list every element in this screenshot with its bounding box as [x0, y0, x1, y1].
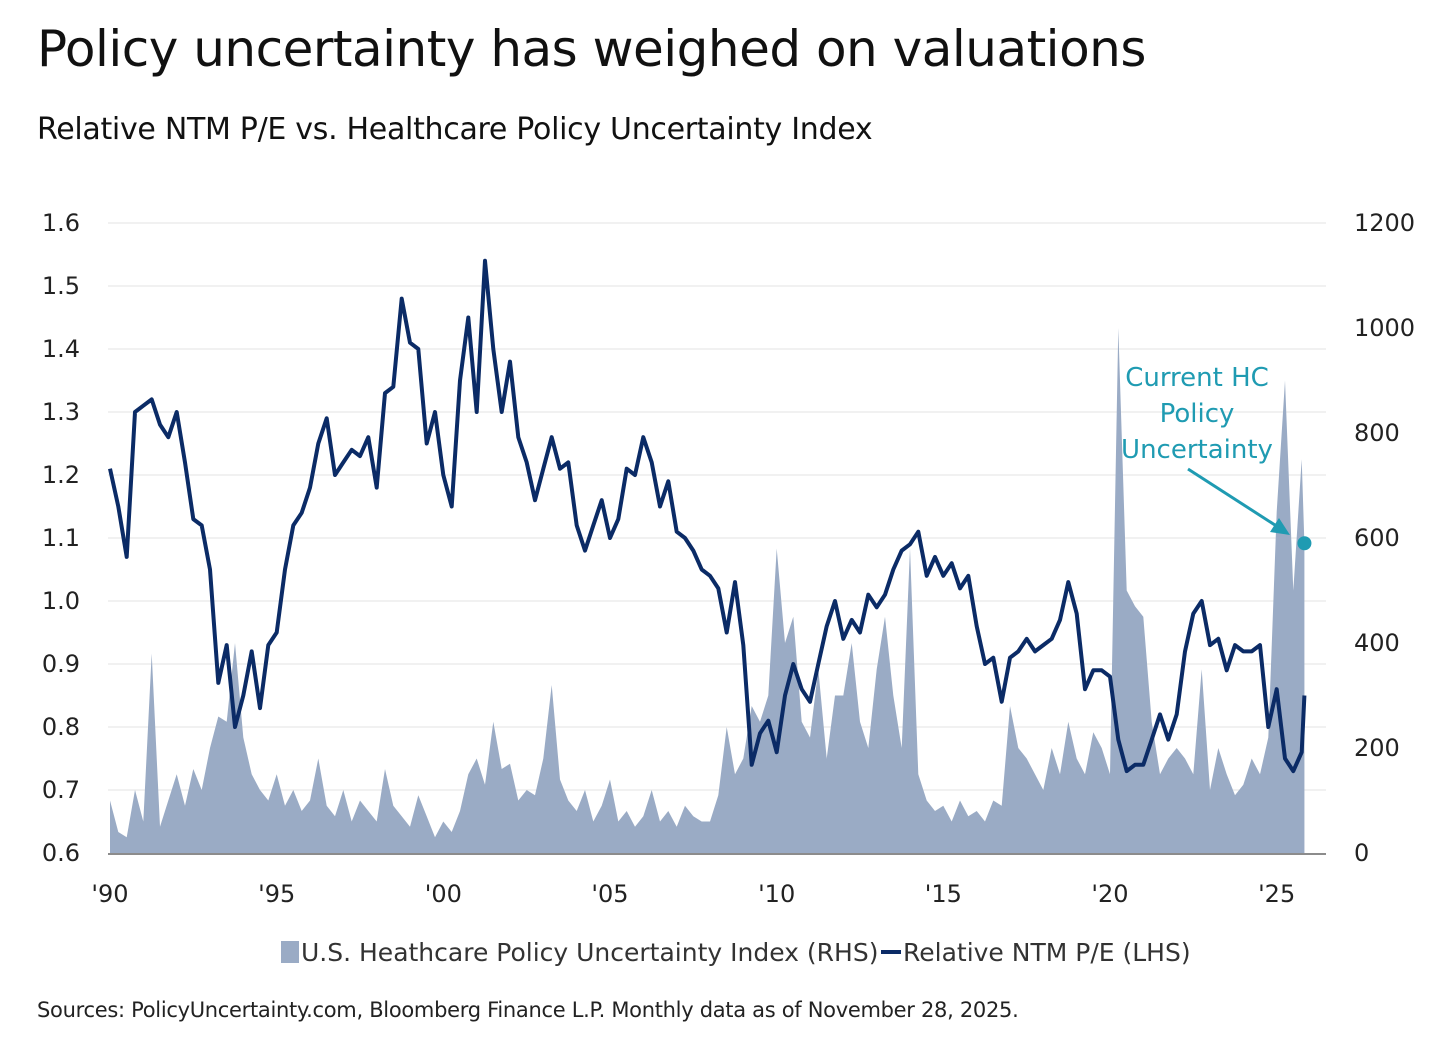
right-tick-label: 400 — [1354, 629, 1400, 657]
x-tick-label: '10 — [758, 880, 795, 908]
annotation-line-1: Current HC — [1125, 363, 1269, 393]
right-tick-label: 1000 — [1354, 314, 1415, 342]
left-axis-ticks: 0.6 0.7 0.8 0.9 1.0 1.1 1.2 1.3 1.4 1.5 1.6 — [42, 209, 80, 867]
x-tick-label: '15 — [925, 880, 962, 908]
legend-label-pe: Relative NTM P/E (LHS) — [903, 938, 1191, 967]
x-tick-label: '20 — [1091, 880, 1128, 908]
legend-swatch-pe — [881, 950, 901, 954]
annotation-arrow — [1187, 467, 1279, 529]
annotation-line-2: Policy — [1160, 399, 1235, 429]
x-tick-label: '25 — [1258, 880, 1295, 908]
x-tick-label: '00 — [425, 880, 462, 908]
legend-swatch-uncertainty — [281, 941, 299, 963]
right-tick-label: 0 — [1354, 839, 1369, 867]
current-value-marker — [1297, 536, 1312, 551]
annotation: Current HC Policy Uncertainty — [1121, 363, 1312, 551]
left-tick-label: 1.4 — [42, 335, 80, 363]
right-tick-label: 200 — [1354, 734, 1400, 762]
right-tick-label: 800 — [1354, 419, 1400, 447]
left-tick-label: 1.0 — [42, 587, 80, 615]
x-axis-ticks: '90 '95 '00 '05 '10 '15 '20 '25 — [91, 880, 1295, 908]
annotation-line-3: Uncertainty — [1121, 435, 1273, 465]
x-tick-label: '05 — [591, 880, 628, 908]
sources-note: Sources: PolicyUncertainty.com, Bloomber… — [37, 998, 1019, 1022]
x-tick-label: '90 — [91, 880, 128, 908]
legend: U.S. Heathcare Policy Uncertainty Index … — [281, 938, 1191, 967]
left-tick-label: 1.2 — [42, 461, 80, 489]
pe-line — [108, 258, 1307, 774]
right-tick-label: 600 — [1354, 524, 1400, 552]
left-tick-label: 1.3 — [42, 398, 80, 426]
annotation-arrowhead — [1270, 518, 1290, 535]
left-tick-label: 1.6 — [42, 209, 80, 237]
left-tick-label: 0.7 — [42, 776, 80, 804]
chart-title: Policy uncertainty has weighed on valuat… — [37, 20, 1146, 78]
left-tick-label: 0.6 — [42, 839, 80, 867]
left-tick-label: 1.1 — [42, 524, 80, 552]
right-tick-label: 1200 — [1354, 209, 1415, 237]
right-axis-ticks: 0 200 400 600 800 1000 1200 — [1354, 209, 1415, 867]
chart-subtitle: Relative NTM P/E vs. Healthcare Policy U… — [37, 112, 873, 147]
left-tick-label: 1.5 — [42, 272, 80, 300]
left-tick-label: 0.9 — [42, 650, 80, 678]
legend-label-uncertainty: U.S. Heathcare Policy Uncertainty Index … — [301, 938, 878, 967]
left-tick-label: 0.8 — [42, 713, 80, 741]
uncertainty-area — [110, 328, 1305, 853]
x-tick-label: '95 — [258, 880, 295, 908]
